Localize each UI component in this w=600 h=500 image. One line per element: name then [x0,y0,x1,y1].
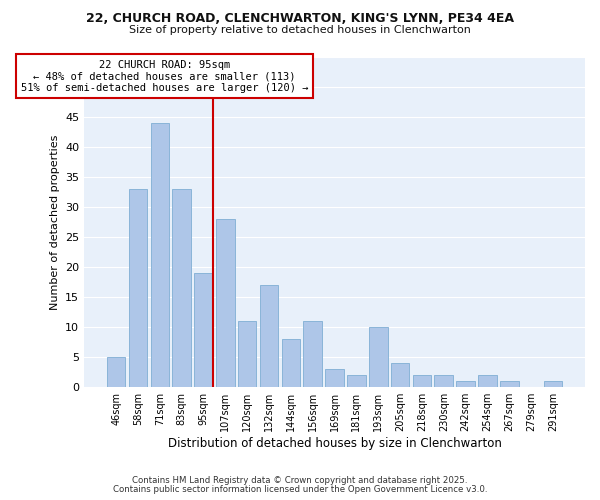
Bar [434,375,453,387]
Text: 22 CHURCH ROAD: 95sqm
← 48% of detached houses are smaller (113)
51% of semi-det: 22 CHURCH ROAD: 95sqm ← 48% of detached … [21,60,308,92]
Bar [129,189,148,387]
Text: Size of property relative to detached houses in Clenchwarton: Size of property relative to detached ho… [129,25,471,35]
Y-axis label: Number of detached properties: Number of detached properties [50,134,59,310]
Bar [457,381,475,387]
Bar [304,321,322,387]
Bar [325,369,344,387]
Bar [107,357,125,387]
Bar [194,273,213,387]
Text: Contains public sector information licensed under the Open Government Licence v3: Contains public sector information licen… [113,485,487,494]
Bar [500,381,518,387]
Bar [478,375,497,387]
Bar [391,363,409,387]
Bar [347,375,365,387]
Text: Contains HM Land Registry data © Crown copyright and database right 2025.: Contains HM Land Registry data © Crown c… [132,476,468,485]
Bar [281,339,300,387]
Bar [238,321,256,387]
Bar [369,327,388,387]
Bar [544,381,562,387]
Text: 22, CHURCH ROAD, CLENCHWARTON, KING'S LYNN, PE34 4EA: 22, CHURCH ROAD, CLENCHWARTON, KING'S LY… [86,12,514,26]
Bar [413,375,431,387]
Bar [151,122,169,387]
Bar [216,219,235,387]
X-axis label: Distribution of detached houses by size in Clenchwarton: Distribution of detached houses by size … [167,437,502,450]
Bar [172,189,191,387]
Bar [260,285,278,387]
